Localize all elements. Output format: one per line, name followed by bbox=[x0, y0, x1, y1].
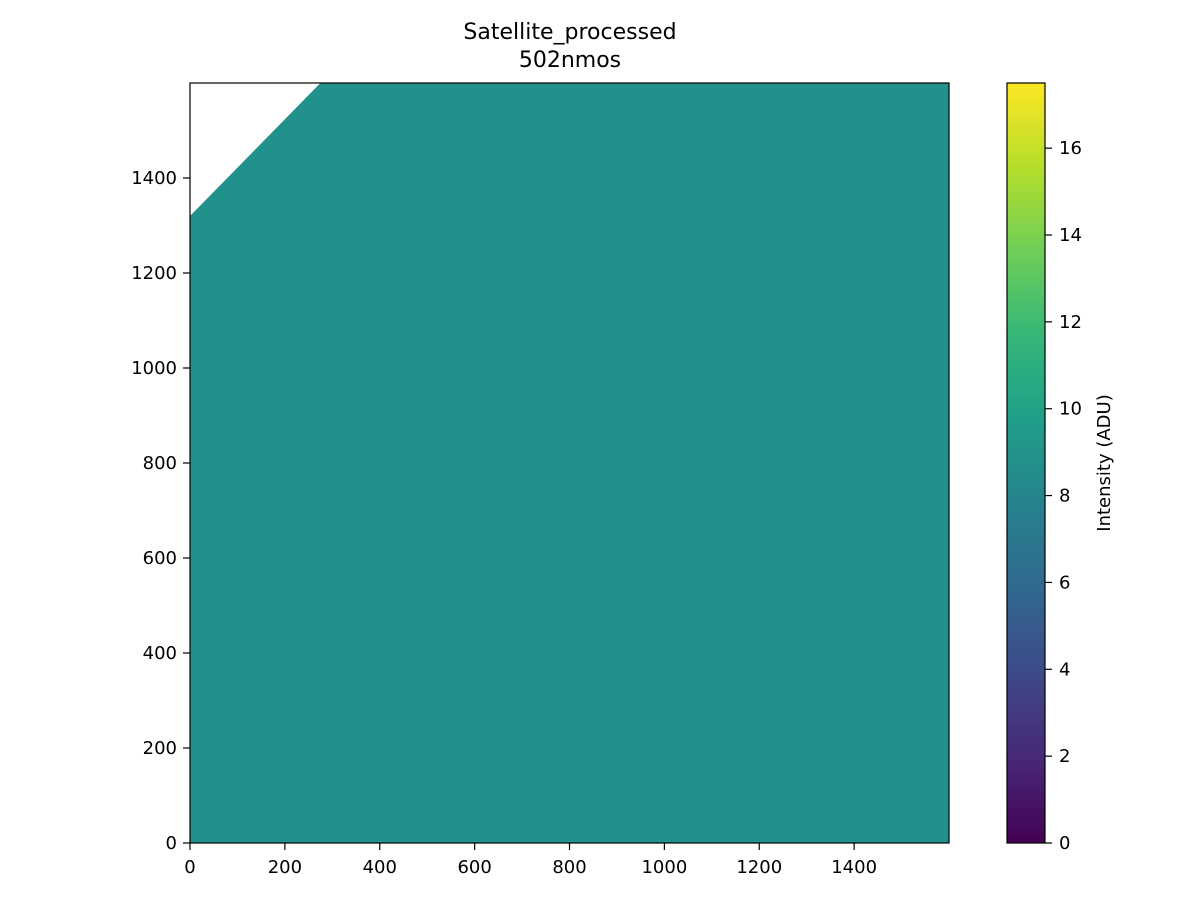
y-tick-label: 1000 bbox=[131, 358, 177, 379]
plot-area bbox=[189, 82, 950, 844]
x-axis: 0 200 400 600 800 1000 1200 1400 bbox=[184, 843, 877, 878]
y-tick-label: 600 bbox=[143, 548, 177, 569]
chart-subtitle: 502nmos bbox=[518, 48, 622, 73]
colorbar-fill bbox=[1007, 83, 1045, 843]
colorbar-tick-label: 4 bbox=[1059, 659, 1070, 680]
colorbar-tick-label: 8 bbox=[1059, 486, 1070, 507]
y-tick-label: 800 bbox=[143, 453, 177, 474]
colorbar-tick-label: 0 bbox=[1059, 833, 1070, 854]
y-tick-label: 0 bbox=[166, 833, 177, 854]
y-tick-label: 200 bbox=[143, 738, 177, 759]
x-tick-label: 1400 bbox=[831, 857, 877, 878]
x-tick-label: 1200 bbox=[736, 857, 782, 878]
x-tick-label: 600 bbox=[457, 857, 491, 878]
chart-title: Satellite_processed bbox=[463, 20, 677, 45]
x-tick-label: 400 bbox=[363, 857, 397, 878]
y-tick-label: 1400 bbox=[131, 168, 177, 189]
heatmap-fill bbox=[190, 83, 949, 843]
colorbar-tick-label: 2 bbox=[1059, 746, 1070, 767]
colorbar-frame bbox=[1006, 82, 1046, 844]
colorbar: 0 2 4 6 8 10 12 14 16 Intensity (ADU) bbox=[1006, 82, 1115, 854]
x-tick-label: 1000 bbox=[641, 857, 687, 878]
x-tick-label: 200 bbox=[268, 857, 302, 878]
y-axis: 0 200 400 600 800 1000 1200 1400 bbox=[131, 168, 190, 854]
colorbar-tick-label: 6 bbox=[1059, 572, 1070, 593]
x-tick-label: 0 bbox=[184, 857, 195, 878]
y-tick-label: 400 bbox=[143, 643, 177, 664]
colorbar-tick-label: 16 bbox=[1059, 138, 1082, 159]
colorbar-tick-label: 12 bbox=[1059, 312, 1082, 333]
y-tick-label: 1200 bbox=[131, 263, 177, 284]
colorbar-label: Intensity (ADU) bbox=[1094, 394, 1115, 531]
colorbar-tick-label: 14 bbox=[1059, 225, 1082, 246]
colorbar-tick-label: 10 bbox=[1059, 399, 1082, 420]
masked-region bbox=[190, 83, 321, 216]
x-tick-label: 800 bbox=[552, 857, 586, 878]
